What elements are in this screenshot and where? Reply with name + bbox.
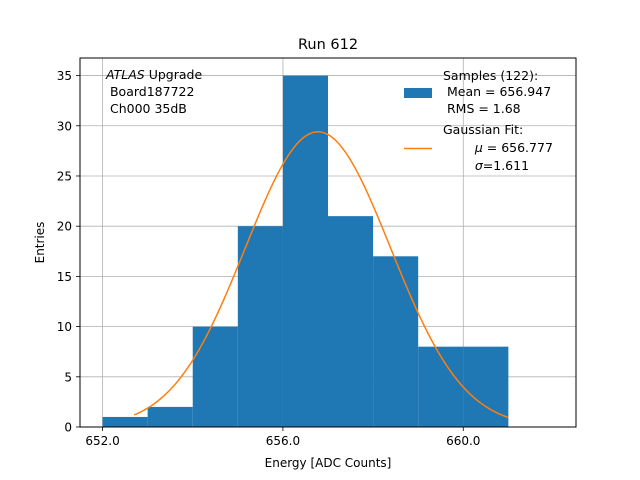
annotation-board: Board187722 bbox=[106, 84, 194, 99]
x-axis-label: Energy [ADC Counts] bbox=[265, 456, 392, 470]
legend-fit-sigma-symbol: σ bbox=[475, 158, 484, 173]
histogram-bar bbox=[418, 346, 464, 427]
y-tick-label: 15 bbox=[57, 270, 72, 284]
y-tick-label: 35 bbox=[57, 69, 72, 83]
legend-samples-title: Samples (122): bbox=[443, 68, 538, 83]
histogram-bar bbox=[328, 216, 374, 427]
legend-fit-mu-value: = 656.777 bbox=[483, 140, 553, 155]
y-tick-label: 20 bbox=[57, 220, 72, 234]
histogram-bar bbox=[237, 226, 283, 427]
x-tick-label: 652.0 bbox=[85, 434, 119, 448]
annotation-rest: Upgrade bbox=[145, 67, 203, 82]
legend-fit-title: Gaussian Fit: bbox=[443, 122, 523, 137]
legend-fit-sigma-value: =1.611 bbox=[483, 158, 529, 173]
svg-text:μ = 656.777: μ = 656.777 bbox=[443, 140, 573, 155]
y-tick-label: 0 bbox=[64, 421, 72, 435]
y-tick-label: 5 bbox=[64, 370, 72, 384]
histogram-bar bbox=[463, 346, 509, 427]
x-tick-label: 656.0 bbox=[266, 434, 300, 448]
y-axis-label: Entries bbox=[33, 222, 47, 264]
x-tick-label: 660.0 bbox=[446, 434, 480, 448]
legend-samples-swatch bbox=[404, 88, 432, 98]
histogram-bar bbox=[373, 256, 419, 427]
annotation-channel: Ch000 35dB bbox=[106, 101, 187, 116]
histogram-bar bbox=[192, 326, 238, 427]
chart-title: Run 612 bbox=[298, 37, 358, 53]
y-tick-label: 30 bbox=[57, 119, 72, 133]
legend-fit-mu-symbol: μ bbox=[474, 140, 483, 155]
y-tick-label: 25 bbox=[57, 169, 72, 183]
annotation-italic: ATLAS bbox=[105, 67, 145, 82]
histogram-bar bbox=[282, 75, 328, 428]
plot-frame bbox=[79, 57, 577, 428]
gaussian-fit-line bbox=[133, 131, 509, 419]
legend-samples-rms: RMS = 1.68 bbox=[443, 101, 521, 116]
histogram-bar bbox=[147, 406, 193, 427]
atlas-annotation: ATLAS Upgrade Board187722 Ch000 35dB bbox=[105, 67, 202, 116]
svg-text:ATLAS Upgrade: ATLAS Upgrade bbox=[105, 67, 202, 82]
x-axis-ticks: 652.0 656.0 660.0 bbox=[85, 427, 480, 448]
histogram-bars bbox=[102, 75, 509, 428]
y-tick-label: 10 bbox=[57, 320, 72, 334]
histogram-bar bbox=[102, 416, 148, 427]
svg-text:σ=1.611: σ=1.611 bbox=[443, 158, 549, 173]
legend: Samples (122): Mean = 656.947 RMS = 1.68… bbox=[404, 68, 573, 173]
y-axis-ticks: 0 5 10 15 20 25 30 35 bbox=[57, 69, 80, 435]
legend-samples-mean: Mean = 656.947 bbox=[443, 84, 551, 99]
